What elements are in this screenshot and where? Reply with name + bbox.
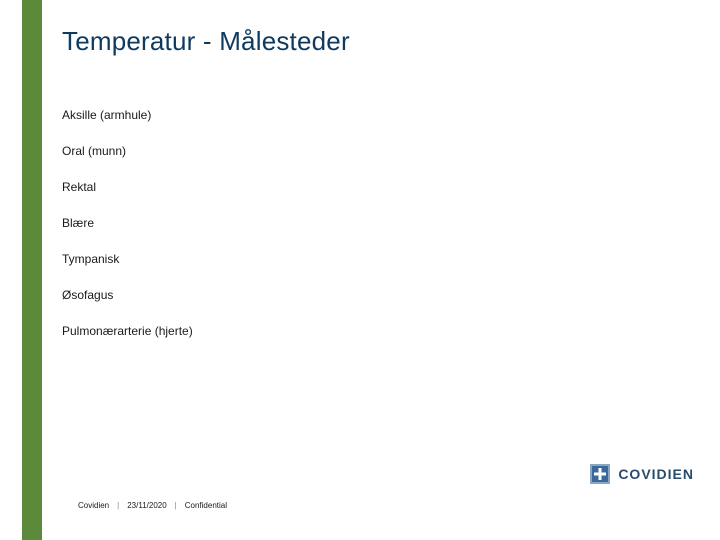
list-item: Øsofagus bbox=[62, 288, 193, 302]
brand-logo: COVIDIEN bbox=[590, 464, 694, 484]
list-item: Rektal bbox=[62, 180, 193, 194]
footer-date: 23/11/2020 bbox=[127, 501, 166, 510]
slide-title: Temperatur - Målesteder bbox=[62, 26, 350, 57]
list-item: Oral (munn) bbox=[62, 144, 193, 158]
slide: Temperatur - Målesteder Aksille (armhule… bbox=[0, 0, 720, 540]
plus-square-icon bbox=[590, 464, 610, 484]
slide-footer: Covidien | 23/11/2020 | Confidential bbox=[78, 501, 227, 510]
measurement-sites-list: Aksille (armhule) Oral (munn) Rektal Blæ… bbox=[62, 108, 193, 338]
list-item: Aksille (armhule) bbox=[62, 108, 193, 122]
list-item: Pulmonærarterie (hjerte) bbox=[62, 324, 193, 338]
list-item: Tympanisk bbox=[62, 252, 193, 266]
footer-confidential: Confidential bbox=[185, 501, 227, 510]
left-accent-bar bbox=[22, 0, 42, 540]
list-item: Blære bbox=[62, 216, 193, 230]
footer-separator: | bbox=[117, 501, 119, 510]
footer-separator: | bbox=[175, 501, 177, 510]
footer-company: Covidien bbox=[78, 501, 109, 510]
brand-name: COVIDIEN bbox=[618, 466, 694, 482]
